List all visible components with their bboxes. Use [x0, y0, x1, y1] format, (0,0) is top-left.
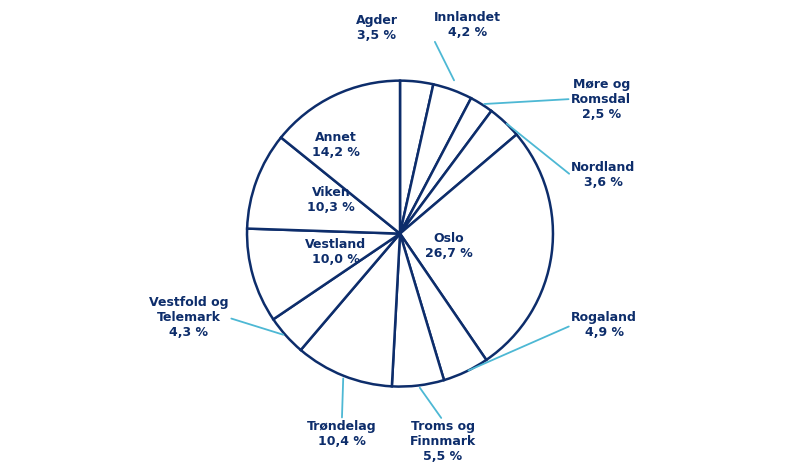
- Wedge shape: [392, 234, 444, 387]
- Wedge shape: [400, 98, 491, 234]
- Wedge shape: [400, 111, 517, 234]
- Text: Innlandet
4,2 %: Innlandet 4,2 %: [434, 11, 501, 40]
- Text: Vestfold og
Telemark
4,3 %: Vestfold og Telemark 4,3 %: [149, 296, 229, 339]
- Wedge shape: [400, 135, 553, 360]
- Text: Annet
14,2 %: Annet 14,2 %: [312, 131, 360, 159]
- Text: Møre og
Romsdal
2,5 %: Møre og Romsdal 2,5 %: [571, 78, 631, 120]
- Wedge shape: [247, 228, 400, 319]
- Text: Nordland
3,6 %: Nordland 3,6 %: [571, 161, 635, 189]
- Text: Viken
10,3 %: Viken 10,3 %: [307, 186, 355, 214]
- Text: Vestland
10,0 %: Vestland 10,0 %: [305, 238, 366, 266]
- Text: Agder
3,5 %: Agder 3,5 %: [356, 14, 398, 42]
- Wedge shape: [274, 234, 400, 350]
- Text: Oslo
26,7 %: Oslo 26,7 %: [425, 232, 473, 260]
- Wedge shape: [400, 234, 486, 380]
- Text: Troms og
Finnmark
5,5 %: Troms og Finnmark 5,5 %: [410, 420, 476, 463]
- Wedge shape: [281, 80, 400, 234]
- Text: Rogaland
4,9 %: Rogaland 4,9 %: [571, 311, 637, 339]
- Wedge shape: [247, 138, 400, 234]
- Wedge shape: [301, 234, 400, 387]
- Wedge shape: [400, 84, 471, 234]
- Text: Trøndelag
10,4 %: Trøndelag 10,4 %: [307, 420, 377, 448]
- Wedge shape: [400, 80, 434, 234]
